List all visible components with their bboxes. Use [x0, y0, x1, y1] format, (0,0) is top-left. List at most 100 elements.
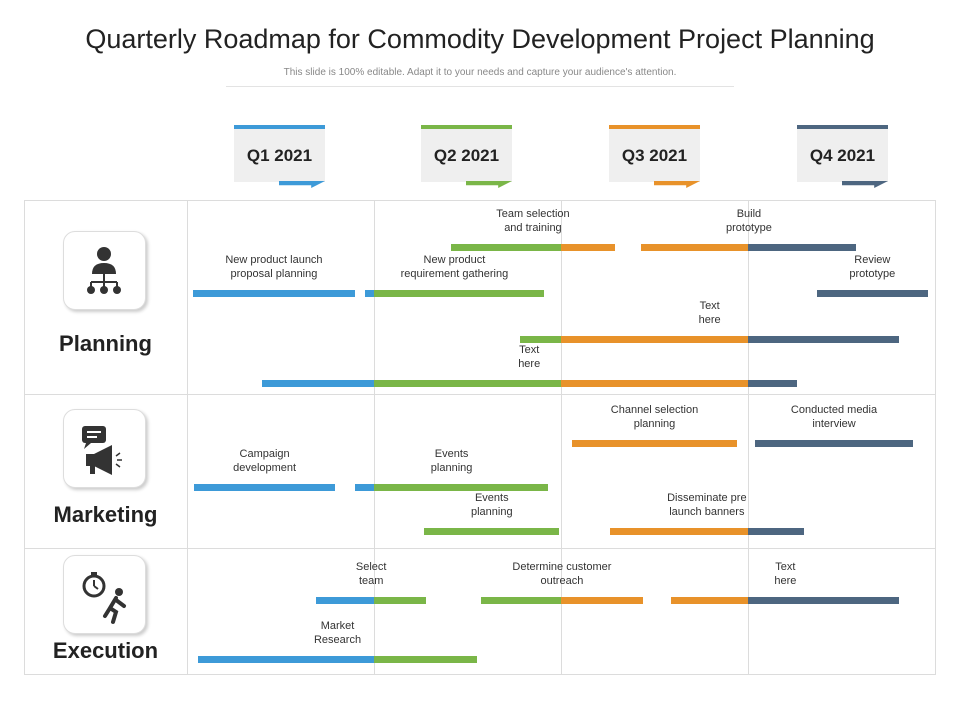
task-label-line: Team selection: [496, 208, 570, 220]
task-label: Disseminate pre launch banners: [627, 491, 787, 519]
quarter-gridline: [374, 200, 375, 675]
task-label-line: Research: [313, 634, 362, 646]
row-divider: [24, 394, 936, 395]
task-label-line: proposal planning: [230, 268, 318, 280]
task-label: Campaign development: [185, 447, 345, 475]
task-bar-segment: [316, 597, 374, 604]
task-bar-segment: [355, 484, 374, 491]
task-label-line: Text: [699, 300, 720, 312]
quarter-gridline: [748, 200, 749, 675]
page-title: Quarterly Roadmap for Commodity Developm…: [85, 24, 875, 54]
task-label-line: here: [774, 575, 797, 587]
task-bar-segment: [561, 380, 748, 387]
quarter-label: Q3 2021: [609, 129, 700, 182]
task-label-line: Channel selection: [610, 404, 699, 416]
task-label-line: requirement gathering: [400, 268, 509, 280]
task-bar-segment: [519, 336, 561, 343]
task-label-line: here: [518, 358, 541, 370]
task-label: Channel selection planning: [575, 403, 735, 431]
task-label-line: Events: [434, 448, 469, 460]
task-label-line: Build: [736, 208, 762, 220]
task-label-line: here: [698, 314, 721, 326]
megaphone-chat-icon: [63, 409, 146, 488]
task-bar-segment: [374, 290, 545, 297]
task-label: Conducted media interview: [754, 403, 914, 431]
task-label-line: team: [358, 575, 384, 587]
quarter-flag: [654, 181, 700, 188]
section-label-execution: Execution: [52, 638, 159, 663]
task-bar-segment: [817, 290, 928, 297]
task-bar-segment: [450, 244, 561, 251]
task-label-line: Determine customer: [512, 561, 612, 573]
task-label: Review prototype: [792, 253, 952, 281]
task-bar-segment: [364, 290, 374, 297]
column-divider: [187, 200, 188, 675]
row-divider: [24, 548, 936, 549]
section-label-planning: Planning: [59, 331, 152, 356]
quarter-flag: [842, 181, 888, 188]
task-bar-segment: [424, 528, 560, 535]
task-bar-segment: [561, 597, 644, 604]
task-label-line: New product launch: [225, 254, 323, 266]
task-bar-segment: [671, 597, 748, 604]
task-label-line: Text: [775, 561, 796, 573]
task-label: Determine customer outreach: [482, 560, 642, 588]
task-label-line: planning: [633, 418, 676, 430]
task-label-line: Campaign: [239, 448, 290, 460]
quarter-strip: [797, 125, 888, 130]
task-label-line: outreach: [540, 575, 584, 587]
task-bar-segment: [374, 484, 548, 491]
org-chart-person-icon: [63, 231, 146, 310]
quarter-tab: Q1 2021: [234, 125, 325, 188]
task-bar-segment: [748, 597, 900, 604]
quarter-flag: [466, 181, 512, 188]
stopwatch-runner-icon: [63, 555, 146, 634]
page-subtitle: This slide is 100% editable. Adapt it to…: [283, 67, 677, 78]
quarter-label: Q4 2021: [797, 129, 888, 182]
task-bar-segment: [609, 528, 748, 535]
quarter-gridline: [561, 200, 562, 675]
task-label: Select team: [291, 560, 451, 588]
task-bar-segment: [192, 290, 356, 297]
task-label: Events planning: [372, 447, 532, 475]
task-bar-segment: [755, 440, 913, 447]
quarter-strip: [609, 125, 700, 130]
task-bar-segment: [748, 380, 797, 387]
task-label-line: Conducted media: [790, 404, 878, 416]
task-bar-segment: [261, 380, 374, 387]
task-label-line: and training: [504, 222, 562, 234]
task-bar-segment: [561, 336, 748, 343]
quarter-tab: Q2 2021: [421, 125, 512, 188]
quarter-tab: Q4 2021: [797, 125, 888, 188]
task-label-line: Events: [474, 492, 509, 504]
task-label-line: prototype: [849, 268, 896, 280]
task-bar-segment: [641, 244, 748, 251]
task-bar-segment: [194, 484, 335, 491]
task-label: Text here: [630, 299, 790, 327]
task-bar-segment: [561, 244, 616, 251]
task-bar-segment: [748, 528, 805, 535]
task-label: Team selection and training: [453, 207, 613, 235]
task-label-line: Market: [320, 620, 355, 632]
task-label: Text here: [705, 560, 865, 588]
task-label-line: launch banners: [669, 506, 745, 518]
roadmap-grid: [24, 200, 936, 675]
task-bar-segment: [374, 597, 427, 604]
task-label-line: planning: [471, 506, 513, 518]
task-label-line: New product: [423, 254, 486, 266]
task-bar-segment: [572, 440, 737, 447]
divider: [226, 86, 734, 87]
quarter-flag: [279, 181, 325, 188]
task-label-line: planning: [430, 462, 473, 474]
task-label-line: Text: [519, 344, 540, 356]
task-label: Build prototype: [669, 207, 829, 235]
task-bar-segment: [748, 244, 857, 251]
quarter-tab: Q3 2021: [609, 125, 700, 188]
task-label-line: prototype: [725, 222, 772, 234]
quarter-strip: [421, 125, 512, 130]
task-bar-segment: [480, 597, 561, 604]
task-label: New product launch proposal planning: [194, 253, 354, 281]
quarter-strip: [234, 125, 325, 130]
quarter-label: Q1 2021: [234, 129, 325, 182]
task-label: Market Research: [258, 619, 418, 647]
